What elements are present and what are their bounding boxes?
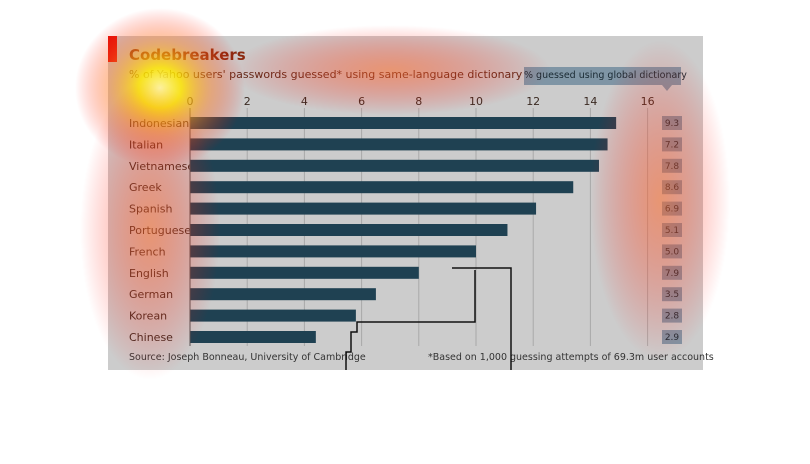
global-value-label: 8.6 xyxy=(665,183,680,193)
bar xyxy=(190,181,574,194)
x-tick-label: 8 xyxy=(415,95,422,108)
bar xyxy=(190,309,356,322)
category-label: Chinese xyxy=(129,331,173,344)
category-label: Vietnamese xyxy=(129,160,194,173)
bar xyxy=(190,159,599,172)
category-label: French xyxy=(129,245,166,258)
global-value-label: 6.9 xyxy=(665,205,680,215)
global-value-label: 2.9 xyxy=(665,333,680,343)
category-label: Greek xyxy=(129,181,162,194)
global-value-label: 5.0 xyxy=(665,247,680,257)
bar xyxy=(190,266,419,279)
category-label: Portuguese xyxy=(129,224,191,237)
category-label: English xyxy=(129,267,169,280)
x-tick-label: 0 xyxy=(187,95,194,108)
bar xyxy=(190,331,316,343)
bar xyxy=(190,202,537,215)
global-value-label: 9.3 xyxy=(665,119,679,129)
category-label: Korean xyxy=(129,310,167,323)
footnote: *Based on 1,000 guessing attempts of 69.… xyxy=(428,352,714,363)
bar xyxy=(190,288,376,301)
bar xyxy=(190,138,608,151)
global-value-label: 7.8 xyxy=(665,162,680,172)
category-label: Italian xyxy=(129,138,163,151)
global-value-label: 7.9 xyxy=(665,269,680,279)
x-tick-label: 16 xyxy=(641,95,655,108)
x-tick-label: 10 xyxy=(469,95,483,108)
global-value-label: 5.1 xyxy=(665,226,679,236)
category-label: Spanish xyxy=(129,203,172,216)
source-note: Source: Joseph Bonneau, University of Ca… xyxy=(129,352,366,363)
x-tick-label: 12 xyxy=(526,95,540,108)
x-tick-label: 6 xyxy=(358,95,365,108)
global-value-label: 7.2 xyxy=(665,140,679,150)
global-value-label: 3.5 xyxy=(665,290,679,300)
x-tick-label: 2 xyxy=(244,95,251,108)
bar xyxy=(190,224,508,236)
global-value-label: 2.8 xyxy=(665,312,680,322)
category-label: German xyxy=(129,288,173,301)
bar xyxy=(190,245,476,258)
category-label: Indonesian xyxy=(129,117,189,130)
x-tick-label: 4 xyxy=(301,95,308,108)
bar xyxy=(190,117,617,129)
x-tick-label: 14 xyxy=(583,95,597,108)
